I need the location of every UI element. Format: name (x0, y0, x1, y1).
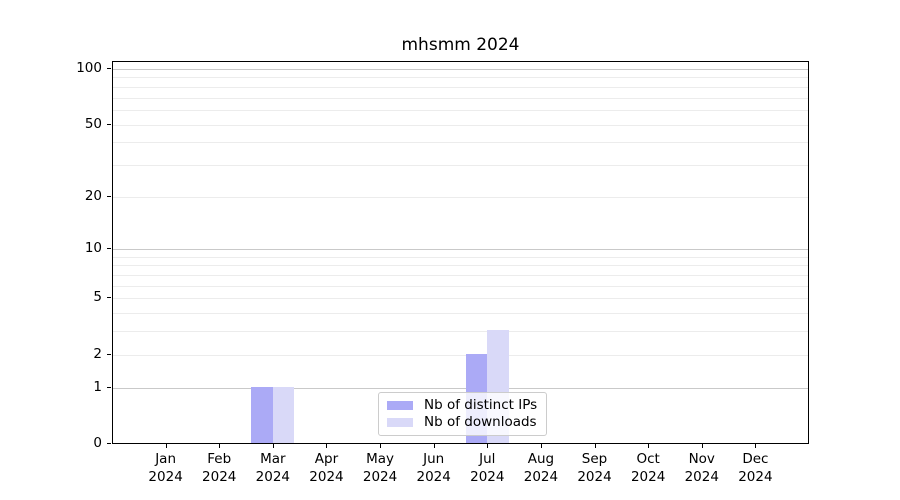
y-tick (107, 353, 111, 355)
y-tick-label: 20 (84, 187, 102, 204)
x-tick (540, 444, 542, 448)
x-tick-label: Oct 2024 (630, 451, 666, 485)
minor-gridline (113, 97, 808, 99)
y-tick-label: 5 (93, 289, 102, 306)
y-tick (107, 123, 111, 125)
x-tick (272, 444, 274, 448)
legend-label: Nb of distinct IPs (424, 397, 538, 413)
y-tick (107, 68, 111, 69)
minor-gridline (113, 109, 808, 111)
y-tick-label: 1 (93, 378, 102, 395)
y-tick (107, 443, 111, 444)
minor-gridline (113, 275, 808, 277)
y-tick-label: 100 (76, 60, 102, 76)
plot-area (112, 61, 809, 444)
minor-gridline (113, 164, 808, 166)
x-tick-label: Jun 2024 (416, 451, 451, 485)
x-tick (594, 444, 596, 448)
y-tick-label: 2 (93, 345, 102, 362)
x-tick-label: Mar 2024 (255, 451, 291, 485)
y-tick-label: 50 (84, 115, 102, 132)
minor-gridline (113, 285, 808, 287)
legend-swatch-icon (387, 401, 413, 410)
x-tick (755, 444, 757, 448)
minor-gridline (113, 313, 808, 315)
x-tick-label: Feb 2024 (202, 451, 237, 485)
x-tick (487, 444, 489, 448)
x-tick (433, 444, 435, 448)
minor-gridline (113, 331, 808, 333)
legend-item: Nb of downloads (387, 414, 537, 431)
minor-gridline (113, 124, 808, 126)
x-tick (165, 444, 167, 448)
minor-gridline (113, 256, 808, 258)
x-tick-label: Jan 2024 (148, 451, 183, 485)
x-tick (701, 444, 703, 448)
bar-distinct-ips-mar (251, 386, 273, 443)
x-tick-label: Apr 2024 (309, 451, 344, 485)
chart-title: mhsmm 2024 (401, 35, 520, 55)
major-gridline (113, 249, 808, 251)
bar-downloads-mar (272, 386, 295, 443)
y-tick (107, 297, 111, 299)
y-tick (107, 386, 111, 388)
x-tick-label: Aug 2024 (523, 451, 559, 485)
x-tick (380, 444, 382, 448)
y-tick-label: 10 (84, 240, 102, 257)
minor-gridline (113, 265, 808, 267)
x-tick (648, 444, 650, 448)
x-tick-label: Dec 2024 (738, 451, 773, 485)
legend-label: Nb of downloads (424, 414, 537, 430)
y-tick-label: 0 (93, 435, 102, 451)
legend-item: Nb of distinct IPs (387, 397, 537, 414)
x-tick-label: Sep 2024 (577, 451, 612, 485)
minor-gridline (113, 86, 808, 88)
minor-gridline (113, 354, 808, 356)
x-tick-label: Jul 2024 (470, 451, 505, 485)
major-gridline (113, 387, 808, 389)
minor-gridline (113, 196, 808, 198)
minor-gridline (113, 142, 808, 144)
y-tick (107, 195, 111, 197)
minor-gridline (113, 298, 808, 300)
minor-gridline (113, 77, 808, 79)
x-tick-label: Nov 2024 (684, 451, 719, 485)
major-gridline (113, 69, 808, 70)
y-tick (107, 248, 111, 250)
x-tick (326, 444, 328, 448)
x-tick-label: May 2024 (362, 451, 398, 485)
x-tick (219, 444, 221, 448)
legend-swatch-icon (387, 418, 413, 427)
legend: Nb of distinct IPs Nb of downloads (378, 392, 548, 436)
